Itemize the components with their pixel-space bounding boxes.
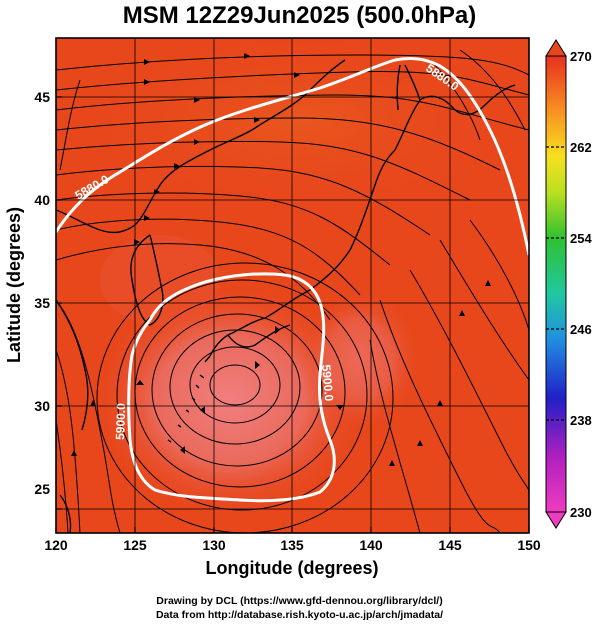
footer-drawing-credit: Drawing by DCL (https://www.gfd-dennou.o…	[156, 595, 443, 607]
colorbar-scale	[545, 55, 567, 513]
colorbar: 270 262 254 246 238 230	[545, 39, 592, 529]
temperature-field	[56, 38, 529, 533]
x-axis-title: Longitude (degrees)	[205, 558, 378, 578]
lat-lon-grid	[56, 38, 529, 533]
footer-credits: Drawing by DCL (https://www.gfd-dennou.o…	[0, 594, 599, 622]
colorbar-top-arrow	[545, 39, 567, 57]
wind-streamlines	[56, 49, 529, 533]
colorbar-bottom-arrow	[545, 511, 567, 529]
x-tick-label: 140	[359, 537, 383, 553]
y-tick-label: 35	[34, 295, 50, 311]
x-tick-label: 145	[438, 537, 462, 553]
coastlines	[56, 59, 516, 533]
y-tick-label: 30	[34, 398, 50, 414]
contour-label: 5900.0	[113, 403, 128, 440]
colorbar-tick-label: 254	[570, 231, 592, 246]
geopotential-contours	[56, 56, 529, 503]
colorbar-tick-label: 246	[570, 322, 592, 337]
contour-label: 5900.0	[319, 364, 336, 402]
colorbar-tick-label: 230	[570, 505, 592, 520]
y-axis: 45 40 35 30 25 Latitude (degrees)	[4, 89, 62, 510]
contour-5900	[127, 272, 336, 503]
colorbar-tick-label: 238	[570, 413, 592, 428]
x-tick-label: 135	[280, 537, 304, 553]
contour-5880	[56, 56, 529, 256]
x-tick-label: 130	[202, 537, 226, 553]
x-tick-label: 120	[44, 537, 68, 553]
y-tick-label: 25	[34, 481, 50, 497]
colorbar-tick-label: 270	[570, 49, 592, 64]
x-tick-label: 125	[123, 537, 147, 553]
y-axis-title: Latitude (degrees)	[4, 207, 24, 363]
y-tick-label: 40	[34, 192, 50, 208]
x-axis: 120 125 130 135 140 145 150 Longitude (d…	[44, 527, 541, 578]
colorbar-tick-label: 262	[570, 140, 592, 155]
x-tick-label: 150	[517, 537, 541, 553]
map-title: MSM 12Z29Jun2025 (500.0hPa)	[122, 2, 477, 29]
footer-data-credit: Data from http://database.rish.kyoto-u.a…	[155, 609, 444, 621]
y-tick-label: 45	[34, 89, 50, 105]
